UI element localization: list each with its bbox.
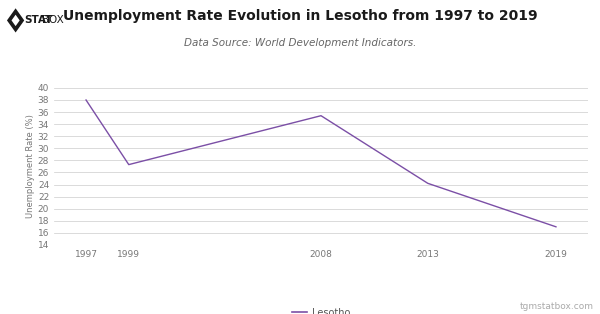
Text: STAT: STAT [25, 15, 53, 25]
Text: Unemployment Rate Evolution in Lesotho from 1997 to 2019: Unemployment Rate Evolution in Lesotho f… [62, 9, 538, 24]
Y-axis label: Unemployment Rate (%): Unemployment Rate (%) [26, 115, 35, 218]
Polygon shape [7, 8, 24, 33]
Legend: Lesotho: Lesotho [288, 304, 354, 314]
Text: BOX: BOX [42, 15, 64, 25]
Text: Data Source: World Development Indicators.: Data Source: World Development Indicator… [184, 38, 416, 48]
Text: tgmstatbox.com: tgmstatbox.com [520, 302, 594, 311]
Polygon shape [11, 15, 20, 26]
